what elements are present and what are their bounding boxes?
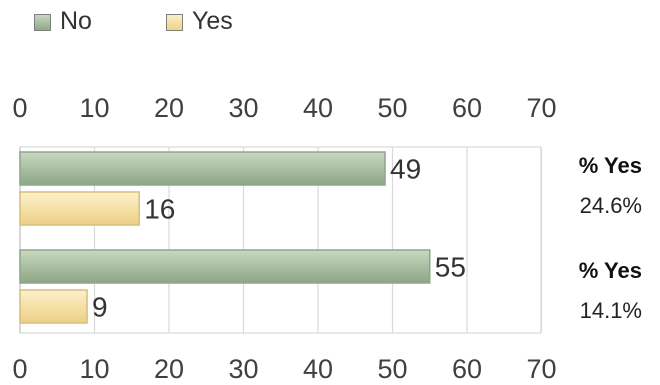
tick-label-top-40: 40 xyxy=(303,93,333,123)
bar-no-2 xyxy=(19,249,431,284)
pct-yes-title-2: % Yes xyxy=(578,258,642,283)
top-axis-ticks: 0 10 20 30 40 50 60 70 xyxy=(12,93,556,123)
pct-yes-value-2: 14.1% xyxy=(579,298,642,323)
pct-yes-annotation-1: % Yes 24.6% xyxy=(532,153,642,219)
tick-label-bottom-30: 30 xyxy=(228,354,258,384)
tick-label-top-70: 70 xyxy=(526,93,556,123)
bar-no-1 xyxy=(19,151,386,186)
pct-yes-title-1: % Yes xyxy=(578,153,642,178)
bar-yes-1 xyxy=(19,191,140,226)
bars xyxy=(19,151,431,324)
data-label-yes-1: 16 xyxy=(144,194,175,225)
tick-label-top-60: 60 xyxy=(452,93,482,123)
data-label-no-1: 49 xyxy=(390,154,421,185)
data-label-yes-2: 9 xyxy=(92,292,108,323)
tick-label-bottom-0: 0 xyxy=(12,354,27,384)
pct-yes-value-1: 24.6% xyxy=(579,193,642,218)
tick-label-top-10: 10 xyxy=(79,93,109,123)
tick-label-bottom-60: 60 xyxy=(452,354,482,384)
tick-label-top-20: 20 xyxy=(154,93,184,123)
tick-label-top-0: 0 xyxy=(12,93,27,123)
data-label-no-2: 55 xyxy=(435,252,466,283)
bar-yes-2 xyxy=(19,289,88,324)
legend-swatch-no xyxy=(34,14,51,31)
tick-label-bottom-40: 40 xyxy=(303,354,333,384)
legend-label-no: No xyxy=(60,7,92,35)
tick-label-top-50: 50 xyxy=(377,93,407,123)
tick-label-top-30: 30 xyxy=(228,93,258,123)
tick-label-bottom-50: 50 xyxy=(377,354,407,384)
tick-label-bottom-70: 70 xyxy=(526,354,556,384)
legend-swatch-yes xyxy=(166,14,183,31)
bottom-axis-ticks: 0 10 20 30 40 50 60 70 xyxy=(12,354,556,384)
data-labels: 49 16 55 9 xyxy=(92,154,466,323)
pct-yes-annotation-2: % Yes 14.1% xyxy=(532,258,642,324)
tick-label-bottom-10: 10 xyxy=(79,354,109,384)
tick-label-bottom-20: 20 xyxy=(154,354,184,384)
legend-label-yes: Yes xyxy=(192,7,233,35)
